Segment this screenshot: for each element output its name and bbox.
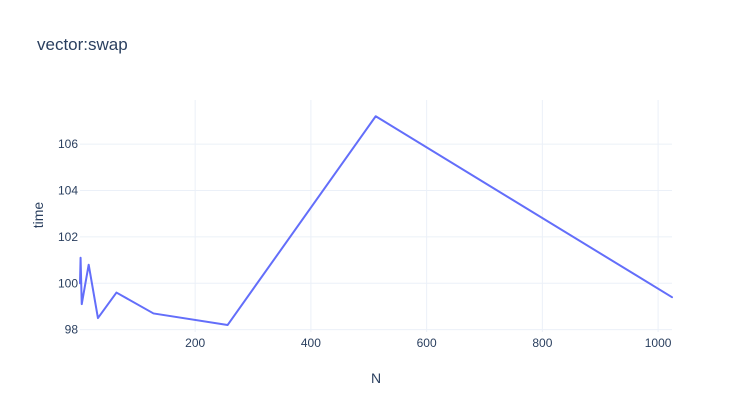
y-axis-title: time bbox=[30, 202, 46, 229]
y-gridlines bbox=[80, 143, 672, 331]
x-tick-label: 400 bbox=[301, 336, 321, 350]
y-tick-label: 98 bbox=[65, 323, 79, 337]
x-tick-labels: 200 400 600 800 1000 bbox=[185, 336, 672, 350]
x-gridlines bbox=[194, 100, 659, 332]
y-tick-label: 100 bbox=[58, 276, 78, 290]
series-line bbox=[79, 115, 673, 327]
y-tick-label: 102 bbox=[58, 230, 78, 244]
x-tick-label: 200 bbox=[185, 336, 205, 350]
x-tick-label: 1000 bbox=[645, 336, 672, 350]
y-tick-label: 104 bbox=[58, 183, 78, 197]
chart-title: vector:swap bbox=[37, 35, 128, 54]
series-group bbox=[79, 115, 673, 327]
x-tick-label: 800 bbox=[532, 336, 552, 350]
y-tick-labels: 98 100 102 104 106 bbox=[58, 137, 78, 337]
y-tick-label: 106 bbox=[58, 137, 78, 151]
x-tick-label: 600 bbox=[417, 336, 437, 350]
x-axis-title: N bbox=[371, 370, 381, 386]
